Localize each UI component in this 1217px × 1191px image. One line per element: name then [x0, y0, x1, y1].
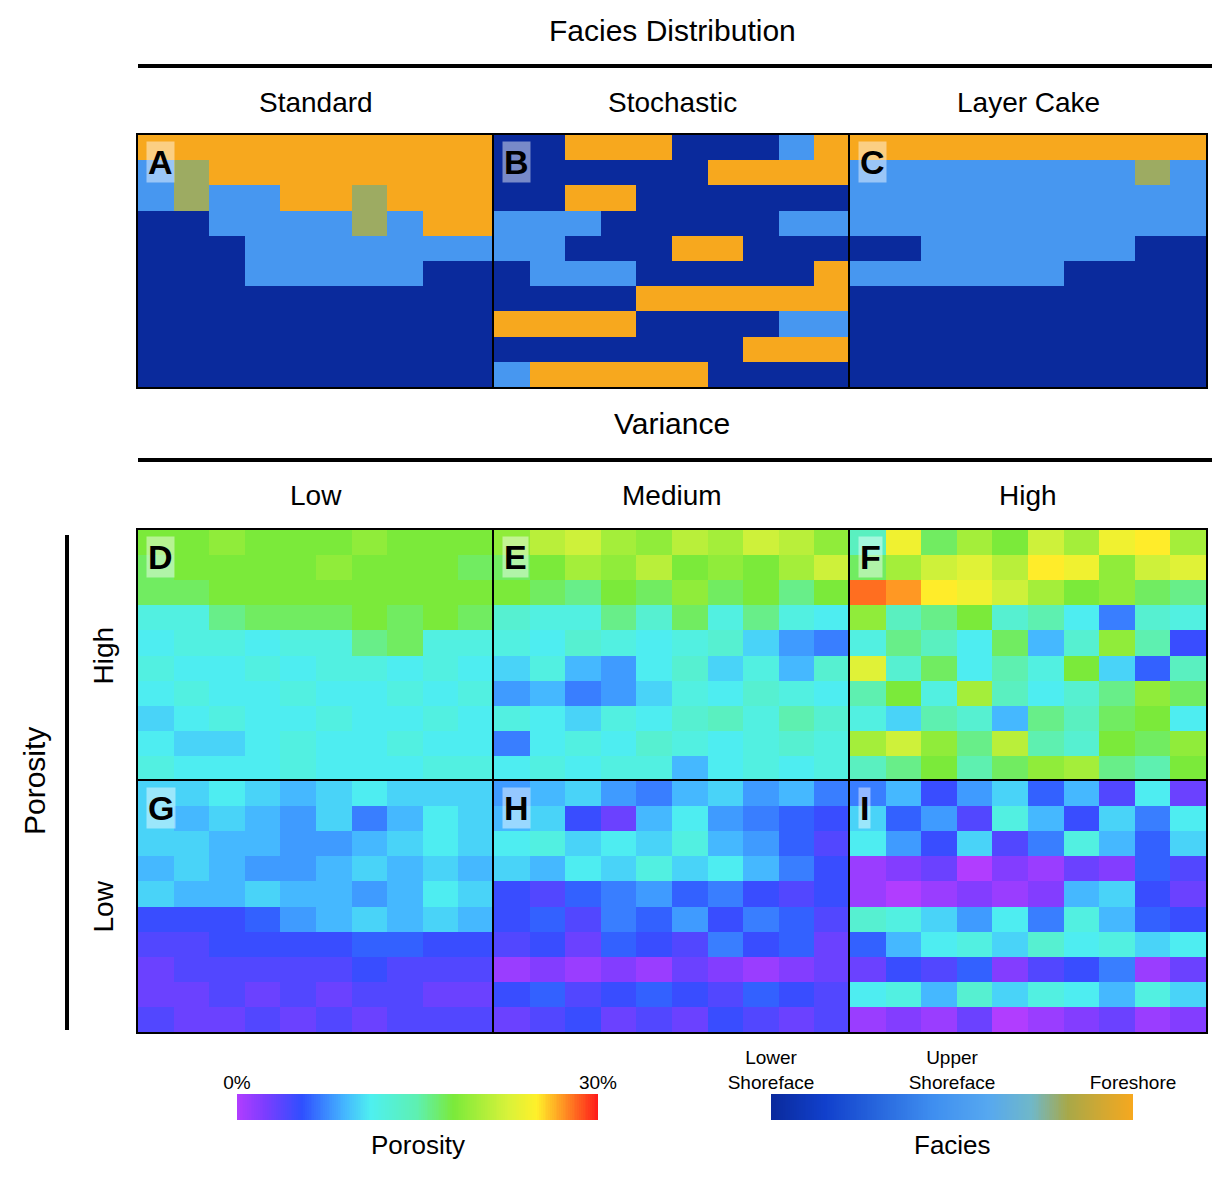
svg-text:Medium: Medium: [622, 480, 722, 511]
svg-text:Stochastic: Stochastic: [608, 87, 737, 118]
svg-text:D: D: [148, 538, 173, 576]
svg-text:B: B: [504, 143, 529, 181]
svg-text:I: I: [860, 789, 869, 827]
svg-text:A: A: [148, 143, 173, 181]
svg-text:G: G: [148, 789, 174, 827]
svg-text:Porosity: Porosity: [18, 727, 51, 835]
svg-text:30%: 30%: [579, 1072, 617, 1093]
svg-text:Foreshore: Foreshore: [1090, 1072, 1177, 1093]
svg-text:0%: 0%: [223, 1072, 251, 1093]
svg-text:LowerShoreface: LowerShoreface: [728, 1048, 815, 1094]
svg-text:Low: Low: [88, 880, 119, 932]
svg-text:Standard: Standard: [259, 87, 373, 118]
svg-text:Variance: Variance: [614, 407, 730, 440]
svg-text:Porosity: Porosity: [371, 1130, 465, 1160]
svg-text:Low: Low: [290, 480, 342, 511]
svg-text:High: High: [88, 627, 119, 685]
svg-text:High: High: [999, 480, 1057, 511]
svg-text:Facies Distribution: Facies Distribution: [549, 14, 796, 47]
svg-text:Layer Cake: Layer Cake: [957, 87, 1100, 118]
svg-text:UpperShoreface: UpperShoreface: [909, 1048, 996, 1094]
svg-text:H: H: [504, 789, 529, 827]
svg-text:F: F: [860, 538, 881, 576]
svg-text:E: E: [504, 538, 527, 576]
svg-text:C: C: [860, 143, 885, 181]
svg-text:Facies: Facies: [914, 1130, 991, 1160]
